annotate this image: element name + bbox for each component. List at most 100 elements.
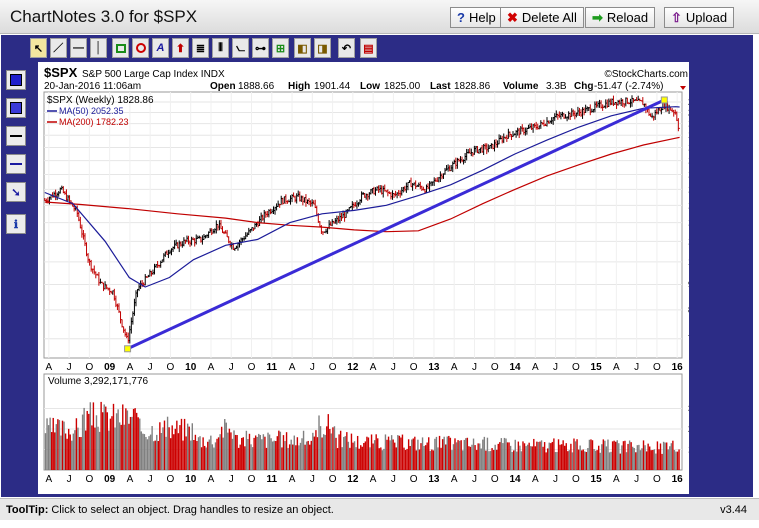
- volume-bar: [519, 445, 521, 470]
- send-to-back-tool[interactable]: ◧: [294, 38, 311, 58]
- volume-bar: [258, 433, 260, 470]
- volume-bar: [349, 447, 351, 470]
- trendline[interactable]: [126, 98, 665, 351]
- volume-bar: [420, 443, 422, 470]
- properties-tool[interactable]: ▤: [360, 38, 377, 58]
- volume-bar: [611, 441, 614, 470]
- volume-bar: [211, 444, 214, 470]
- price-y-tick-label: 2000: [688, 108, 689, 118]
- volume-x-tick-label: J: [67, 474, 72, 485]
- speed-resistance-tool[interactable]: ⊶: [252, 38, 269, 58]
- volume-bar: [570, 443, 572, 470]
- volume-bar: [584, 451, 586, 470]
- volume-bar: [254, 435, 257, 470]
- channel-tool[interactable]: ⊞: [272, 38, 289, 58]
- volume-bar: [54, 432, 56, 470]
- rectangle-tool[interactable]: [112, 38, 129, 58]
- volume-bar: [607, 439, 609, 470]
- volume-bar: [448, 435, 450, 470]
- pointer-tool[interactable]: ↖: [30, 38, 47, 58]
- line-thin-button[interactable]: [6, 126, 26, 146]
- horizontal-line-tool[interactable]: —: [70, 38, 87, 58]
- volume-bar: [128, 423, 130, 470]
- volume-bar: [295, 445, 297, 470]
- volume-bar: [299, 442, 302, 470]
- vertical-line-tool[interactable]: │: [90, 38, 107, 58]
- bring-to-front-tool[interactable]: ◨: [314, 38, 331, 58]
- volume-bar: [108, 430, 110, 470]
- fibonacci-retracement-tool[interactable]: ≣: [192, 38, 209, 58]
- volume-bar: [301, 438, 303, 470]
- fibonacci-fan-tool[interactable]: ⦦: [232, 38, 249, 58]
- trendline-handle-start[interactable]: [124, 345, 132, 353]
- line-color-button[interactable]: [6, 70, 26, 90]
- volume-bar: [458, 440, 461, 470]
- chart-svg[interactable]: $SPX S&P 500 Large Cap Index INDX ©Stock…: [38, 62, 708, 494]
- ma50-line[interactable]: [44, 106, 680, 288]
- text-tool[interactable]: A: [152, 38, 169, 58]
- volume-bar: [375, 434, 377, 470]
- volume-bar: [335, 437, 337, 470]
- volume-bar: [480, 448, 482, 470]
- volume-bar: [193, 440, 195, 470]
- volume-bar: [162, 427, 164, 470]
- volume-bar: [664, 442, 666, 470]
- volume-x-tick-label: 10: [185, 474, 197, 485]
- volume-bar: [647, 443, 649, 470]
- ma200-line[interactable]: [44, 136, 680, 233]
- volume-bar: [594, 450, 597, 470]
- volume-bar: [244, 446, 246, 470]
- volume-bar: [377, 438, 379, 470]
- volume-x-tick-label: 15: [591, 474, 603, 485]
- upload-button[interactable]: ⇧ Upload: [664, 7, 735, 28]
- volume-bar: [333, 426, 336, 470]
- volume-bar: [587, 447, 589, 470]
- volume-y-tick-label: 10B: [688, 445, 689, 455]
- menu-dropdown-icon[interactable]: [680, 86, 686, 90]
- fill-color-button[interactable]: [6, 98, 26, 118]
- volume-bar: [398, 435, 401, 470]
- chart-panel[interactable]: $SPX S&P 500 Large Cap Index INDX ©Stock…: [38, 62, 708, 494]
- arrow-tool[interactable]: ⬆: [172, 38, 189, 58]
- delete-all-button[interactable]: ✖ Delete All: [500, 7, 584, 28]
- volume-bar: [672, 440, 674, 470]
- help-sidebar-button[interactable]: ℹ: [6, 214, 26, 234]
- volume-bar: [619, 453, 622, 470]
- volume-bar: [492, 450, 495, 470]
- volume-x-tick-label: J: [229, 474, 234, 485]
- price-x-tick-label: A: [613, 362, 620, 373]
- volume-bar: [548, 442, 550, 470]
- volume-label: Volume: [503, 81, 539, 92]
- help-button[interactable]: ? Help: [450, 7, 503, 28]
- volume-bar: [616, 440, 618, 470]
- volume-bar: [482, 439, 484, 470]
- undo-tool[interactable]: ↶: [338, 38, 355, 58]
- volume-bar: [173, 434, 175, 470]
- volume-bar: [445, 444, 447, 470]
- volume-bar: [149, 434, 152, 470]
- volume-bar: [438, 435, 441, 470]
- tooltip-text: Click to select an object. Drag handles …: [51, 503, 334, 516]
- price-y-tick-label: 900: [688, 280, 689, 290]
- last-value: 1828.86: [454, 81, 491, 92]
- fib-fan-icon: ⦦: [235, 41, 246, 54]
- volume-bar: [210, 435, 212, 470]
- volume-bar: [669, 446, 671, 470]
- line-thick-button[interactable]: [6, 154, 26, 174]
- volume-x-tick-label: A: [208, 474, 215, 485]
- reload-button[interactable]: ➡ Reload: [585, 7, 656, 28]
- arrow-style-button[interactable]: ➘: [6, 182, 26, 202]
- line-tool[interactable]: │: [50, 38, 67, 58]
- volume-bar: [491, 448, 493, 470]
- volume-bar: [397, 435, 399, 470]
- price-y-tick-label: 1100: [688, 236, 689, 246]
- volume-x-tick-label: A: [451, 474, 458, 485]
- fibonacci-time-tool[interactable]: ⦀: [212, 38, 229, 58]
- volume-bar: [228, 428, 231, 470]
- trendline-handle-end[interactable]: [660, 96, 668, 104]
- volume-bar: [404, 450, 407, 470]
- volume-bar: [596, 450, 598, 470]
- volume-bar: [64, 433, 67, 470]
- volume-bar: [613, 440, 615, 470]
- ellipse-tool[interactable]: [132, 38, 149, 58]
